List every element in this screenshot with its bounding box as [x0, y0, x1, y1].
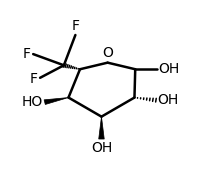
Text: OH: OH — [158, 62, 180, 76]
Text: OH: OH — [91, 141, 112, 155]
Polygon shape — [44, 97, 69, 104]
Text: HO: HO — [22, 95, 43, 109]
Text: F: F — [29, 72, 37, 86]
Text: F: F — [71, 19, 79, 33]
Text: O: O — [102, 46, 113, 60]
Text: OH: OH — [157, 93, 179, 107]
Polygon shape — [99, 117, 104, 139]
Text: F: F — [23, 47, 31, 61]
